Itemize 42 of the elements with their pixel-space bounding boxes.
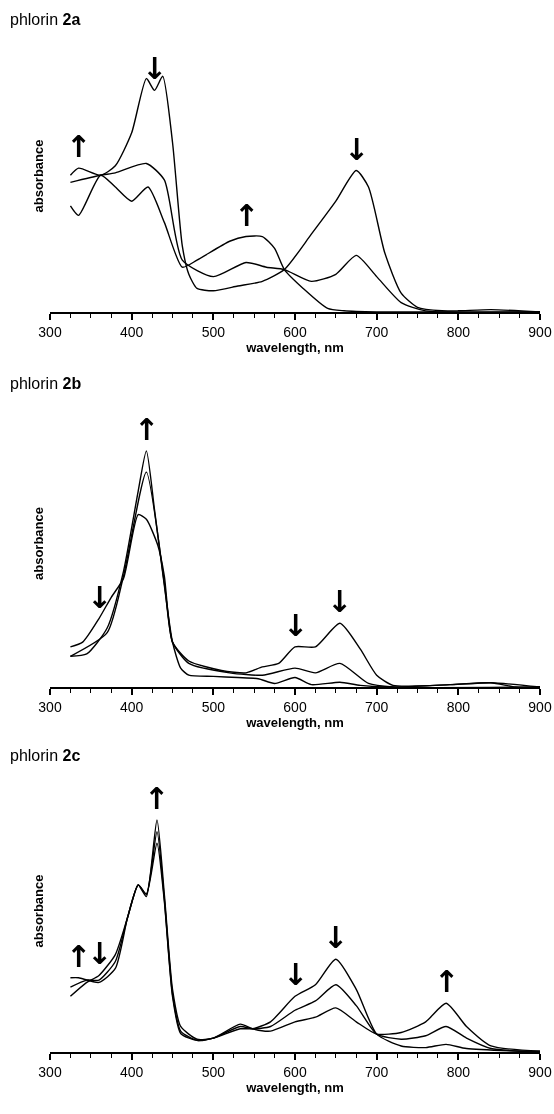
annotation: ↑ [66,129,92,164]
y-axis-title: absorbance [30,139,46,213]
annotation: ↓ [283,608,309,643]
x-axis-title: wavelength, nm [245,714,344,730]
chart-title: phlorin 2b [10,375,82,392]
y-axis-title: absorbance [30,507,46,580]
y-axis-title: absorbance [30,874,46,948]
x-tick-label: 600 [283,323,307,340]
x-tick-label: 400 [119,1063,144,1080]
x-tick-label: 900 [528,698,552,715]
x-tick-label: 900 [528,1063,552,1080]
annotation: ↓ [87,580,113,615]
x-tick-label: 800 [446,323,471,340]
x-tick-label: 700 [364,323,389,340]
x-tick-label: 700 [364,698,389,715]
x-tick-label: 300 [38,698,62,715]
chart-title: phlorin 2c [10,747,81,764]
x-tick-label: 300 [38,1063,62,1080]
annotation: ↑ [234,198,260,233]
chart-title: phlorin 2a [10,11,81,28]
annotation: ↓ [323,920,349,955]
annotation: ↑ [134,412,160,447]
x-tick-label: 500 [201,323,226,340]
x-tick-label: 900 [528,323,552,340]
annotation: ↓ [327,584,353,619]
x-tick-label: 300 [38,323,62,340]
x-tick-label: 600 [283,698,307,715]
x-axis-title: wavelength, nm [245,339,344,355]
annotation: ↓ [283,957,309,992]
annotation: ↑ [434,964,460,999]
annotation: ↓ [344,132,370,167]
x-tick-label: 600 [283,1063,307,1080]
x-tick-label: 400 [119,323,144,340]
x-tick-label: 500 [201,1063,226,1080]
x-tick-label: 700 [364,1063,389,1080]
x-tick-label: 800 [446,1063,471,1080]
x-tick-label: 400 [119,698,144,715]
x-tick-label: 500 [201,698,226,715]
x-axis-title: wavelength, nm [245,1079,344,1095]
annotation: ↓ [142,51,168,86]
x-tick-label: 800 [446,698,471,715]
annotation: ↑ [144,781,170,816]
